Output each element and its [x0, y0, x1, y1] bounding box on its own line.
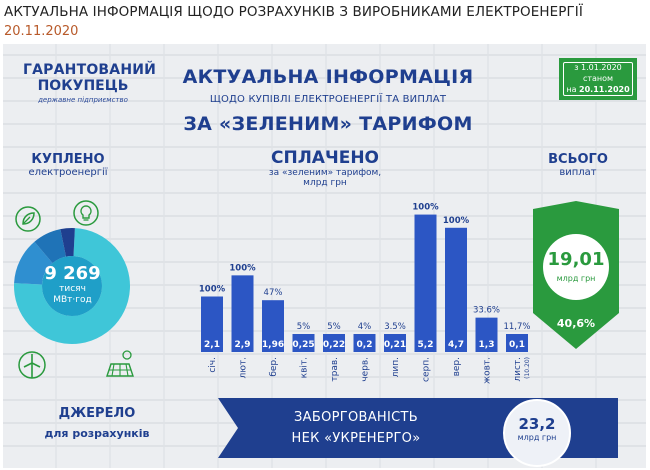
- headline: АКТУАЛЬНА ІНФОРМАЦІЯ ЩОДО КУПІВЛІ ЕЛЕКТР…: [178, 66, 478, 135]
- x-tick-label: вер.: [452, 357, 462, 376]
- bought-donut: [13, 228, 130, 344]
- bar-value-label: 4,7: [448, 340, 464, 350]
- x-tick-label: лип.: [391, 357, 401, 377]
- page-date: 20.11.2020: [4, 24, 79, 39]
- total-shape: [533, 201, 619, 349]
- bulb-icon: [73, 200, 99, 226]
- wind-turbine-icon: [18, 351, 46, 379]
- bought-title: КУПЛЕНО: [31, 152, 105, 167]
- headline-line3: ЗА «ЗЕЛЕНИМ» ТАРИФОМ: [183, 113, 473, 135]
- paid-title: СПЛАЧЕНО: [270, 148, 379, 168]
- donut-slice: [34, 229, 67, 264]
- bar: [292, 334, 315, 352]
- bought-value: 9 269: [44, 263, 101, 284]
- bar-percent-label: 3.5%: [384, 322, 406, 332]
- bar-value-label: 5,2: [418, 340, 434, 350]
- paid-subtitle1: за «зеленим» тарифом,: [268, 168, 382, 178]
- bar-percent-label: 100%: [199, 285, 226, 295]
- bought-center: 9 269 тисяч МВт·год: [30, 263, 115, 306]
- total-value: 19,01: [547, 249, 605, 270]
- bar-percent-label: 33.6%: [473, 306, 500, 316]
- paid-subtitle2: млрд грн: [303, 178, 347, 188]
- bar: [201, 296, 223, 352]
- x-tick-label: квіт.: [300, 357, 310, 378]
- page-title: АКТУАЛЬНА ІНФОРМАЦІЯ ЩОДО РОЗРАХУНКІВ З …: [4, 4, 583, 20]
- bar: [231, 275, 254, 352]
- bar: [414, 214, 437, 352]
- donut-slice: [13, 228, 130, 344]
- paid-label: СПЛАЧЕНО за «зеленим» тарифом, млрд грн: [245, 148, 405, 188]
- headline-line1: АКТУАЛЬНА ІНФОРМАЦІЯ: [182, 66, 474, 88]
- debt-circle: 23,2 млрд грн: [503, 399, 571, 467]
- x-tick-label: бер.: [269, 357, 279, 377]
- debt-unit: млрд грн: [517, 433, 557, 442]
- bar-value-label: 0,2: [357, 340, 373, 350]
- debt-line1: ЗАБОРГОВАНІСТЬ: [294, 410, 418, 425]
- bar: [445, 227, 467, 352]
- debt-text: ЗАБОРГОВАНІСТЬ НЕК «УКРЕНЕРГО»: [261, 407, 451, 449]
- bar: [323, 334, 345, 352]
- x-tick-label: черв.: [361, 357, 371, 382]
- bar-percent-label: 5%: [327, 322, 341, 332]
- bar-value-label: 1,3: [479, 340, 495, 350]
- bar: [475, 317, 498, 352]
- donut-hole: [42, 256, 102, 316]
- source-label: ДЖЕРЕЛО для розрахунків: [27, 406, 167, 440]
- total-label: ВСЬОГО виплат: [543, 152, 613, 178]
- bar-value-label: 2,1: [204, 340, 220, 350]
- bar: [506, 334, 528, 352]
- total-unit: млрд грн: [556, 274, 596, 283]
- bar-value-label: 2,9: [235, 340, 251, 350]
- headline-line2: ЩОДО КУПІВЛІ ЕЛЕКТРОЕНЕРГІЇ ТА ВИПЛАТ: [209, 94, 447, 105]
- paid-bar-chart: 2,1 100% січ. 2,9 100% лют. 1,96 47% бер. 0,25 5% к…: [199, 203, 531, 384]
- x-tick-label: лют.: [239, 357, 249, 378]
- bar-value-label: 0,1: [509, 340, 525, 350]
- x-tick-label: жовт.: [483, 357, 493, 384]
- date-badge-line2: станом: [582, 74, 614, 83]
- date-badge: з 1.01.2020 станом на 20.11.2020: [559, 58, 637, 100]
- bar-value-label: 0,22: [323, 340, 345, 350]
- bar-percent-label: 47%: [264, 288, 283, 298]
- logo-line1: ГАРАНТОВАНИЙ: [23, 62, 157, 78]
- debt-value: 23,2: [518, 415, 556, 433]
- bar-percent-label: 4%: [358, 322, 372, 332]
- bar-percent-label: 100%: [229, 263, 256, 273]
- bar-percent-label: 100%: [443, 216, 470, 226]
- bar: [384, 334, 406, 352]
- x-tick-label: лист.: [513, 357, 523, 382]
- bought-unit2: МВт·год: [53, 295, 92, 305]
- x-tick-label: серп.: [422, 357, 432, 382]
- bar-value-label: 0,25: [292, 340, 314, 350]
- bar-percent-label: 5%: [297, 322, 311, 332]
- date-badge-line1: з 1.01.2020: [574, 63, 622, 72]
- source-line2: для розрахунків: [44, 427, 150, 440]
- x-tick-note: (10.20): [524, 357, 531, 379]
- leaf-icon: [15, 206, 41, 232]
- donut-slice: [60, 228, 75, 257]
- total-subtitle: виплат: [559, 167, 597, 178]
- x-tick-label: січ.: [208, 357, 218, 373]
- bar: [353, 334, 376, 352]
- total-title: ВСЬОГО: [548, 152, 608, 167]
- total-percent: 40,6%: [556, 317, 596, 330]
- bought-subtitle: електроенергії: [28, 167, 108, 178]
- logo-line3: державне підприємство: [38, 96, 128, 104]
- source-line1: ДЖЕРЕЛО: [58, 406, 136, 421]
- logo-line2: ПОКУПЕЦЬ: [37, 78, 129, 94]
- date-badge-line3: на 20.11.2020: [566, 85, 630, 94]
- x-tick-label: трав.: [330, 357, 340, 382]
- bought-label: КУПЛЕНО електроенергії: [23, 152, 113, 178]
- donut-slice: [14, 241, 53, 285]
- bar-percent-label: 11,7%: [503, 322, 530, 332]
- bar-value-label: 1,96: [262, 340, 284, 350]
- solar-panel-icon: [106, 350, 134, 377]
- bar: [262, 300, 284, 352]
- bought-unit1: тисяч: [59, 284, 86, 294]
- bar-value-label: 0,21: [384, 340, 406, 350]
- debt-line2: НЕК «УКРЕНЕРГО»: [291, 431, 421, 446]
- infographic: ГАРАНТОВАНИЙ ПОКУПЕЦЬ державне підприємс…: [3, 44, 646, 468]
- bar-percent-label: 100%: [412, 203, 439, 213]
- logo: ГАРАНТОВАНИЙ ПОКУПЕЦЬ державне підприємс…: [23, 62, 157, 104]
